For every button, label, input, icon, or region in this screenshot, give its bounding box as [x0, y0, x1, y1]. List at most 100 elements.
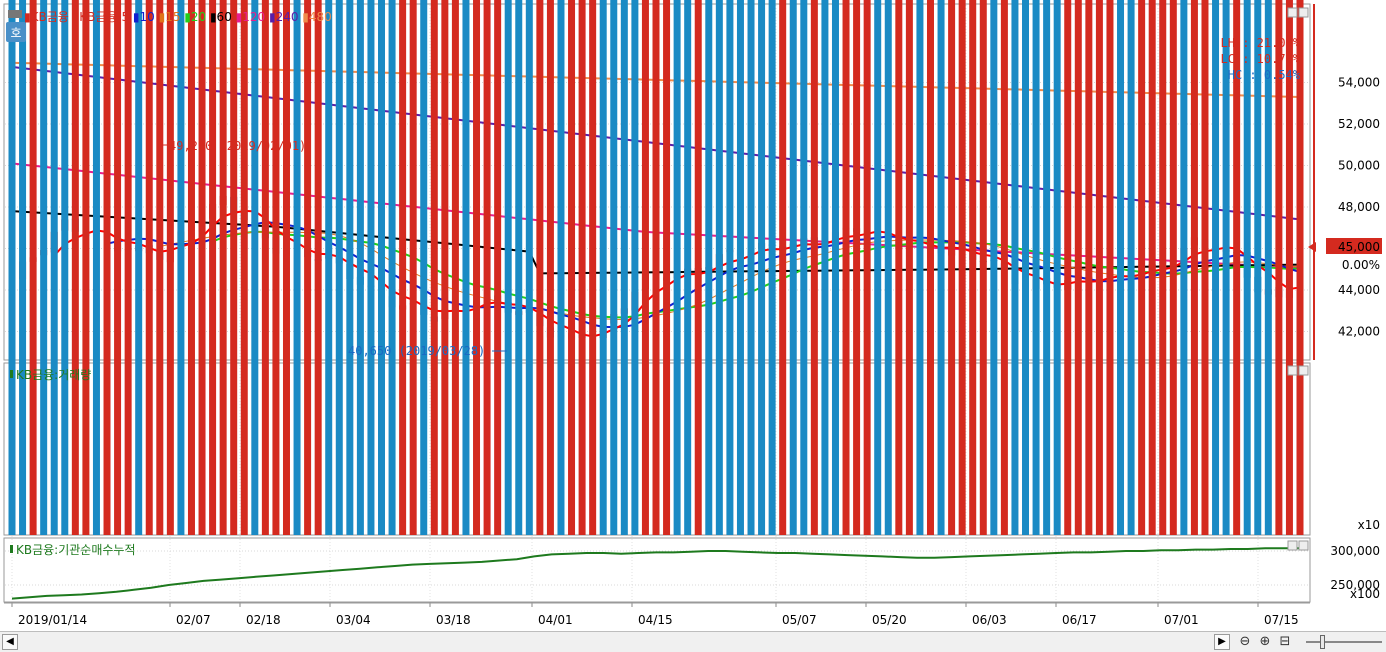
volume-bar [874, 0, 882, 535]
volume-bar [462, 0, 470, 535]
volume-bar [156, 0, 164, 535]
current-price-pointer [1308, 242, 1316, 252]
volume-bar [356, 0, 364, 535]
volume-bar [1264, 0, 1272, 535]
volume-unit: x10 [1358, 518, 1380, 532]
volume-bar [525, 0, 533, 535]
volume-bar [1085, 0, 1093, 535]
volume-bar [641, 0, 649, 535]
volume-bar [599, 0, 607, 535]
volume-bar [61, 0, 69, 535]
volume-bar [1254, 0, 1262, 535]
legend-item[interactable]: ▮240 [265, 10, 298, 24]
x-tick-label: 2019/01/14 [18, 613, 87, 627]
price-tick-label: 52,000 [1338, 117, 1380, 131]
volume-bar [388, 0, 396, 535]
volume-bar [8, 0, 16, 535]
zoom-slider-track [1306, 641, 1382, 643]
volume-bar [177, 0, 185, 535]
badge-box[interactable] [6, 22, 26, 42]
chart-scrollbar[interactable]: ◀ ▶ ⊖ ⊕ ⊟ [0, 631, 1386, 652]
volume-title: KB금융:거래량 [16, 368, 91, 382]
volume-bar [937, 0, 945, 535]
volume-bar [145, 0, 153, 535]
volume-bar [346, 0, 354, 535]
volume-bar [1095, 0, 1103, 535]
current-change: 0.00% [1342, 258, 1380, 272]
volume-bar [536, 0, 544, 535]
volume-bar [451, 0, 459, 535]
volume-bar [29, 0, 37, 535]
volume-bar [673, 0, 681, 535]
inst-line [11, 547, 1300, 600]
volume-bar [230, 0, 238, 535]
volume-bar [1022, 0, 1030, 535]
zoom-fit-icon[interactable]: ⊟ [1279, 634, 1291, 649]
inst-title: KB금융:기관순매수누적 [16, 543, 136, 557]
volume-bar [335, 0, 343, 535]
x-tick-label: 06/03 [972, 613, 1007, 627]
x-tick-label: 02/18 [246, 613, 281, 627]
volume-bar [1053, 0, 1061, 535]
volume-bar [1159, 0, 1167, 535]
volume-bar [800, 0, 808, 535]
legend-item[interactable]: ▮120 [232, 10, 265, 24]
stock-chart[interactable]: 54,00052,00050,00048,00046,00044,00042,0… [0, 0, 1386, 631]
legend-item[interactable]: ▮KB금융 [24, 10, 69, 24]
high-note: 49,200 (2019/02/01) [169, 139, 306, 153]
volume-bar [219, 0, 227, 535]
volume-bar [494, 0, 502, 535]
inst-unit: x100 [1350, 587, 1380, 601]
volume-bar [789, 0, 797, 535]
x-tick-label: 02/07 [176, 613, 211, 627]
legend-item[interactable]: ▮15 [155, 10, 181, 24]
scroll-left-button[interactable]: ◀ [2, 634, 18, 650]
volume-bar [958, 0, 966, 535]
price-tick-label: 48,000 [1338, 200, 1380, 214]
volume-bar [694, 0, 702, 535]
volume-bar [895, 0, 903, 535]
volume-bar [610, 0, 618, 535]
volume-bar [578, 0, 586, 535]
volume-bar [990, 0, 998, 535]
volume-bar [758, 0, 766, 535]
zoom-slider-knob[interactable] [1320, 635, 1325, 649]
volume-bar [1169, 0, 1177, 535]
volume-bar [314, 0, 322, 535]
x-tick-label: 03/04 [336, 613, 371, 627]
volume-bar [1222, 0, 1230, 535]
volume-bar [979, 0, 987, 535]
legend-item[interactable]: ▮KB금융:5 [69, 10, 129, 24]
volume-bar [1074, 0, 1082, 535]
zoom-slider[interactable] [1306, 635, 1382, 649]
volume-bar [272, 0, 280, 535]
legend-item[interactable]: ▮10 [129, 10, 155, 24]
volume-bar [1043, 0, 1051, 535]
panel-window-buttons[interactable] [1287, 7, 1309, 551]
inst-marks [11, 547, 1300, 600]
volume-bar [969, 0, 977, 535]
volume-bar [1064, 0, 1072, 535]
volume-bar [768, 0, 776, 535]
x-tick-label: 04/15 [638, 613, 673, 627]
volume-bar [124, 0, 132, 535]
legend-icon [8, 10, 22, 18]
price-legend: ▮KB금융 ▮KB금융:5 ▮10 ▮15 ▮20 ▮60 ▮120 ▮240 … [24, 10, 332, 24]
price-tick-label: 54,000 [1338, 76, 1380, 90]
volume-bar [568, 0, 576, 535]
legend-item[interactable]: ▮60 [206, 10, 232, 24]
volume-bar [1148, 0, 1156, 535]
volume-bar [378, 0, 386, 535]
legend-item[interactable]: ▮480 [298, 10, 331, 24]
volume-bar [198, 0, 206, 535]
volume-legend-icon [10, 370, 13, 378]
zoom-in-icon[interactable]: ⊕ [1259, 634, 1271, 649]
volume-bar [948, 0, 956, 535]
volume-bar [736, 0, 744, 535]
zoom-out-icon[interactable]: ⊖ [1239, 634, 1251, 649]
legend-item[interactable]: ▮20 [180, 10, 206, 24]
scroll-right-button[interactable]: ▶ [1214, 634, 1230, 650]
volume-bar [430, 0, 438, 535]
volume-bar [19, 0, 27, 535]
volume-bar [705, 0, 713, 535]
